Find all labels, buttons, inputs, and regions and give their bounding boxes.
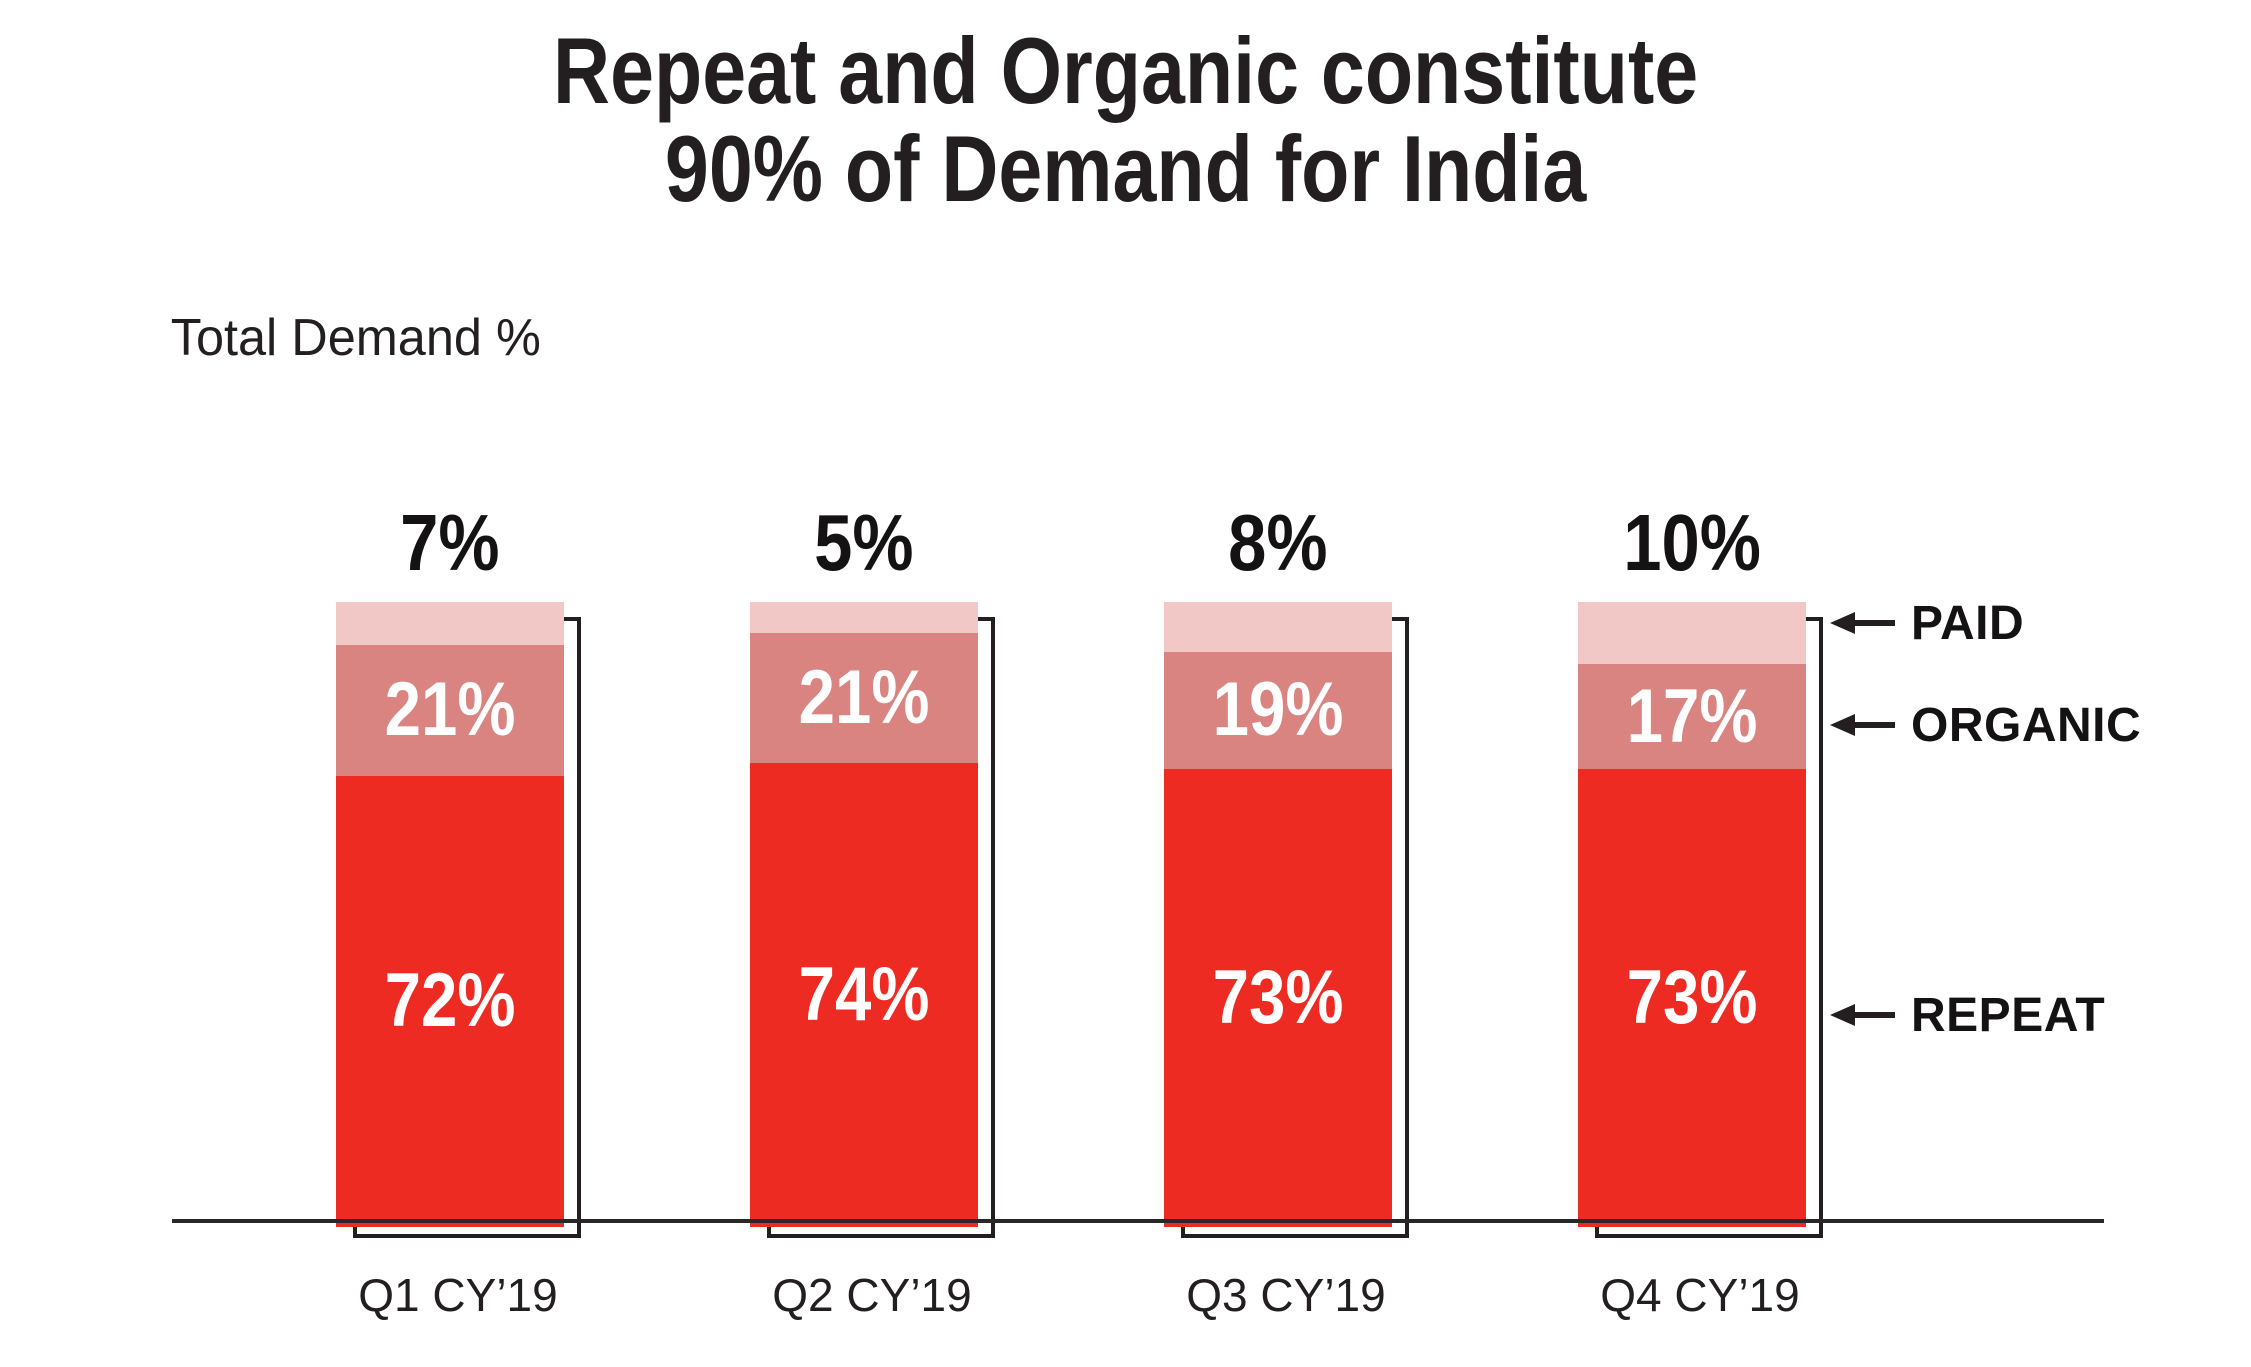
arrow-shaft: [1855, 722, 1895, 728]
paid-value-label: 8%: [1118, 503, 1438, 583]
segment-repeat: 72%: [336, 775, 564, 1227]
legend-annotation-label: PAID: [1911, 596, 2025, 650]
arrow-head: [1830, 612, 1855, 634]
paid-value-text: 8%: [1228, 498, 1328, 587]
segment-organic: 17%: [1578, 664, 1806, 770]
legend-annotation-paid: PAID: [1830, 596, 2025, 650]
segment-value-repeat: 72%: [384, 958, 516, 1044]
segment-repeat: 74%: [750, 763, 978, 1227]
left-arrow-icon: [1830, 714, 1895, 736]
legend-annotation-label: REPEAT: [1911, 988, 2106, 1042]
segment-paid: [1578, 602, 1806, 664]
segment-value-repeat: 74%: [798, 952, 930, 1038]
x-axis-label: Q3 CY’19: [1186, 1269, 1386, 1321]
arrow-head: [1830, 1004, 1855, 1026]
stacked-bar: 19% 73%: [1164, 602, 1392, 1227]
legend-annotation-repeat: REPEAT: [1830, 988, 2106, 1042]
segment-paid: [336, 602, 564, 646]
paid-value-text: 10%: [1623, 498, 1761, 587]
segment-value-organic: 19%: [1212, 667, 1344, 753]
y-axis-note-text: Total Demand %: [170, 309, 541, 367]
y-axis-note: Total Demand %: [165, 308, 547, 368]
segment-paid: [750, 602, 978, 633]
segment-organic: 21%: [336, 645, 564, 776]
arrow-shaft: [1855, 620, 1895, 626]
x-axis-label: Q4 CY’19: [1600, 1269, 1800, 1321]
legend-annotation-organic: ORGANIC: [1830, 698, 2142, 752]
paid-value-text: 5%: [814, 498, 914, 587]
segment-value-organic: 21%: [798, 655, 930, 741]
paid-value-label: 5%: [704, 503, 1024, 583]
x-axis-label: Q2 CY’19: [772, 1269, 972, 1321]
segment-value-repeat: 73%: [1626, 955, 1758, 1041]
segment-value-organic: 21%: [384, 667, 516, 753]
segment-repeat: 73%: [1578, 769, 1806, 1227]
stacked-bar: 17% 73%: [1578, 602, 1806, 1227]
arrow-head: [1830, 714, 1855, 736]
paid-value-text: 7%: [400, 498, 500, 587]
arrow-shaft: [1855, 1012, 1895, 1018]
chart-title-line1: Repeat and Organic constitute: [552, 18, 1699, 123]
segment-organic: 21%: [750, 633, 978, 764]
segment-paid: [1164, 602, 1392, 652]
legend-annotation-label: ORGANIC: [1911, 698, 2142, 752]
segment-value-repeat: 73%: [1212, 955, 1344, 1041]
chart-title-line2: 90% of Demand for India: [664, 115, 1587, 221]
stacked-bar: 21% 72%: [336, 602, 564, 1227]
stacked-bar: 21% 74%: [750, 602, 978, 1227]
x-axis-line: [172, 1219, 2104, 1223]
x-axis-label: Q1 CY’19: [358, 1269, 558, 1321]
left-arrow-icon: [1830, 612, 1895, 634]
segment-value-organic: 17%: [1626, 673, 1758, 759]
chart-title: Repeat and Organic constitute 90% of Dema…: [0, 22, 2251, 218]
paid-value-label: 7%: [290, 503, 610, 583]
paid-value-label: 10%: [1532, 503, 1852, 583]
left-arrow-icon: [1830, 1004, 1895, 1026]
segment-organic: 19%: [1164, 651, 1392, 770]
segment-repeat: 73%: [1164, 769, 1392, 1227]
